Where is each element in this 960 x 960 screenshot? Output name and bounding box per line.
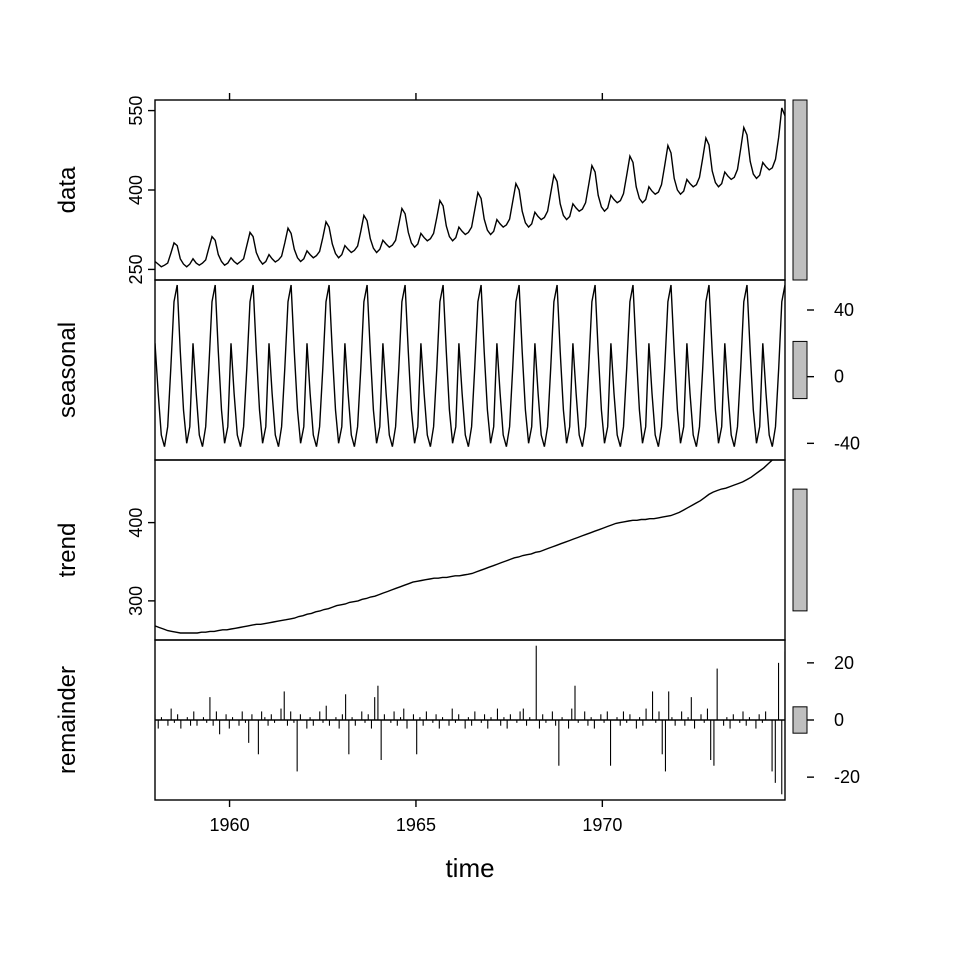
series-seasonal [155,285,785,447]
ytick-label: 300 [126,586,146,616]
scalebar-seasonal [793,341,807,398]
scalebar-remainder [793,707,807,733]
scalebar-data [793,100,807,280]
panel-trend [155,460,785,640]
ytick-label: 0 [834,710,844,730]
ytick-label: -40 [834,433,860,453]
ytick-label: -20 [834,767,860,787]
panel-data [155,100,785,280]
xtick-label: 1960 [210,815,250,835]
ytick-label: 400 [126,175,146,205]
x-axis-label: time [445,853,494,883]
stl-decomposition-chart: 250 400 550 data -40 0 40 seasonal 300 400 trend -2… [0,0,960,960]
panel-label-data: data [54,166,81,213]
scalebar-trend [793,489,807,611]
panel-label-remainder: remainder [54,666,81,774]
xtick-label: 1965 [396,815,436,835]
series-data [155,108,785,267]
panel-label-trend: trend [54,523,81,578]
ytick-label: 550 [126,96,146,126]
ytick-label: 400 [126,508,146,538]
ytick-label: 20 [834,653,854,673]
ytick-label: 0 [834,367,844,387]
series-trend [155,444,785,633]
ytick-label: 250 [126,254,146,284]
ytick-label: 40 [834,300,854,320]
panel-label-seasonal: seasonal [54,322,81,418]
xtick-label: 1970 [582,815,622,835]
